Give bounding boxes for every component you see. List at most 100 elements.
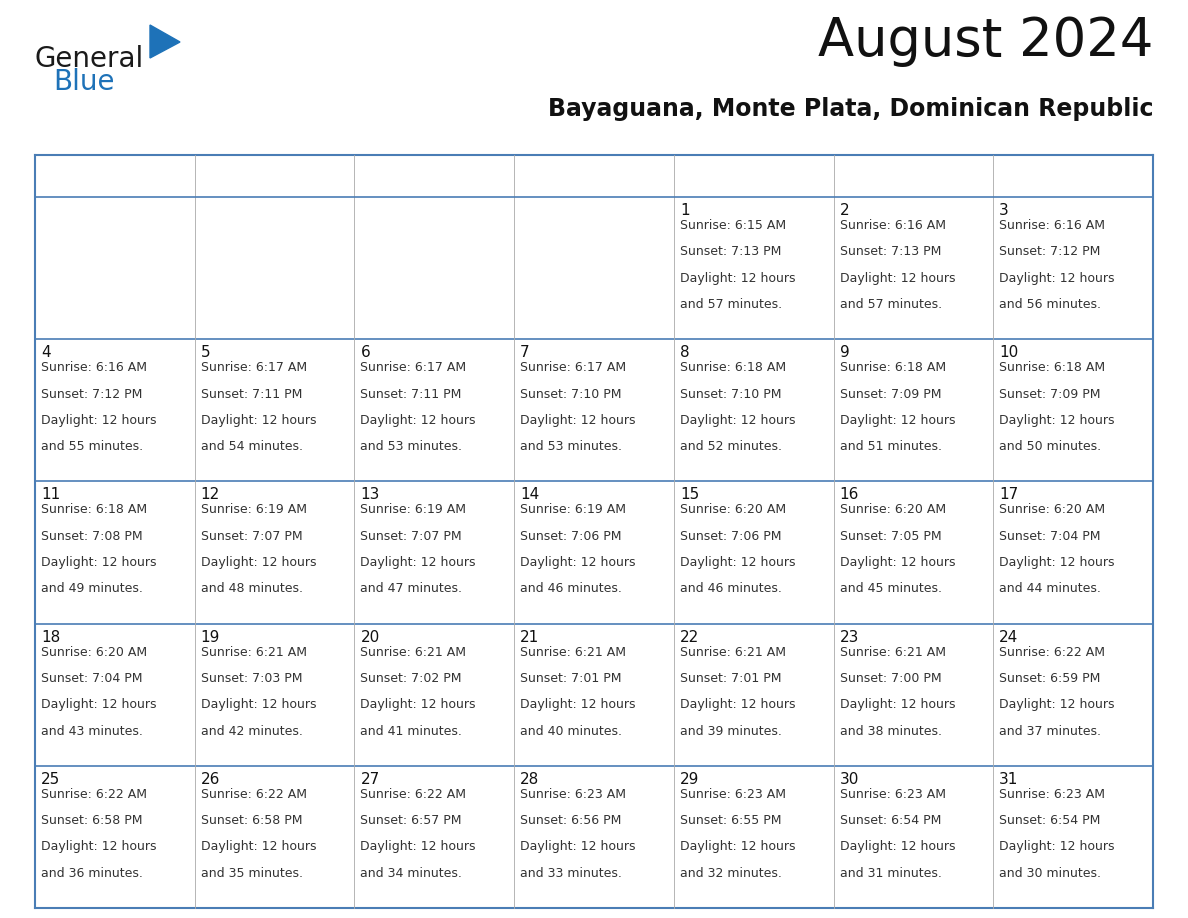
Text: Daylight: 12 hours: Daylight: 12 hours xyxy=(42,414,157,427)
Text: and 31 minutes.: and 31 minutes. xyxy=(840,867,941,879)
Text: 27: 27 xyxy=(360,772,380,787)
Text: Sunrise: 6:21 AM: Sunrise: 6:21 AM xyxy=(201,645,307,658)
Text: and 54 minutes.: and 54 minutes. xyxy=(201,440,303,453)
Text: 6: 6 xyxy=(360,345,371,360)
Text: and 57 minutes.: and 57 minutes. xyxy=(840,298,942,311)
Text: 25: 25 xyxy=(42,772,61,787)
Text: 31: 31 xyxy=(999,772,1018,787)
Text: 13: 13 xyxy=(360,487,380,502)
Text: Daylight: 12 hours: Daylight: 12 hours xyxy=(999,699,1114,711)
Text: 16: 16 xyxy=(840,487,859,502)
Text: Daylight: 12 hours: Daylight: 12 hours xyxy=(520,414,636,427)
Text: and 56 minutes.: and 56 minutes. xyxy=(999,298,1101,311)
Text: 26: 26 xyxy=(201,772,220,787)
Text: and 49 minutes.: and 49 minutes. xyxy=(42,582,143,595)
Text: Sunrise: 6:20 AM: Sunrise: 6:20 AM xyxy=(680,503,786,517)
Text: Sunrise: 6:22 AM: Sunrise: 6:22 AM xyxy=(42,788,147,800)
Text: Daylight: 12 hours: Daylight: 12 hours xyxy=(999,414,1114,427)
Text: and 35 minutes.: and 35 minutes. xyxy=(201,867,303,879)
Text: and 43 minutes.: and 43 minutes. xyxy=(42,724,143,737)
Text: Daylight: 12 hours: Daylight: 12 hours xyxy=(680,840,795,854)
Text: Daylight: 12 hours: Daylight: 12 hours xyxy=(840,840,955,854)
Text: and 50 minutes.: and 50 minutes. xyxy=(999,440,1101,453)
Text: Sunrise: 6:19 AM: Sunrise: 6:19 AM xyxy=(520,503,626,517)
Text: Sunrise: 6:17 AM: Sunrise: 6:17 AM xyxy=(520,361,626,375)
Text: Sunset: 6:59 PM: Sunset: 6:59 PM xyxy=(999,672,1100,685)
Text: Sunset: 6:54 PM: Sunset: 6:54 PM xyxy=(840,814,941,827)
Text: Daylight: 12 hours: Daylight: 12 hours xyxy=(999,556,1114,569)
Text: 18: 18 xyxy=(42,630,61,644)
Text: 24: 24 xyxy=(999,630,1018,644)
Text: Sunrise: 6:17 AM: Sunrise: 6:17 AM xyxy=(360,361,467,375)
Text: Wednesday: Wednesday xyxy=(523,167,638,185)
Text: Daylight: 12 hours: Daylight: 12 hours xyxy=(680,556,795,569)
Text: 3: 3 xyxy=(999,203,1009,218)
Text: Sunrise: 6:20 AM: Sunrise: 6:20 AM xyxy=(42,645,147,658)
Text: Sunrise: 6:21 AM: Sunrise: 6:21 AM xyxy=(360,645,467,658)
Text: 20: 20 xyxy=(360,630,380,644)
Text: Sunset: 7:05 PM: Sunset: 7:05 PM xyxy=(840,530,941,543)
Text: Sunrise: 6:18 AM: Sunrise: 6:18 AM xyxy=(680,361,786,375)
Text: 23: 23 xyxy=(840,630,859,644)
Text: Sunset: 7:12 PM: Sunset: 7:12 PM xyxy=(999,245,1100,258)
Text: Sunset: 7:04 PM: Sunset: 7:04 PM xyxy=(42,672,143,685)
Text: Daylight: 12 hours: Daylight: 12 hours xyxy=(999,840,1114,854)
Text: Sunrise: 6:16 AM: Sunrise: 6:16 AM xyxy=(999,219,1105,232)
Text: Sunset: 6:55 PM: Sunset: 6:55 PM xyxy=(680,814,782,827)
Text: Sunset: 7:11 PM: Sunset: 7:11 PM xyxy=(360,387,462,400)
Text: Sunset: 7:06 PM: Sunset: 7:06 PM xyxy=(520,530,621,543)
Text: 4: 4 xyxy=(42,345,51,360)
Text: Sunrise: 6:16 AM: Sunrise: 6:16 AM xyxy=(840,219,946,232)
Text: and 44 minutes.: and 44 minutes. xyxy=(999,582,1101,595)
Text: Sunrise: 6:20 AM: Sunrise: 6:20 AM xyxy=(999,503,1105,517)
Text: 28: 28 xyxy=(520,772,539,787)
Text: and 47 minutes.: and 47 minutes. xyxy=(360,582,462,595)
Text: 5: 5 xyxy=(201,345,210,360)
Text: Daylight: 12 hours: Daylight: 12 hours xyxy=(680,699,795,711)
Text: Sunset: 7:03 PM: Sunset: 7:03 PM xyxy=(201,672,302,685)
Text: Daylight: 12 hours: Daylight: 12 hours xyxy=(201,556,316,569)
Text: Sunrise: 6:17 AM: Sunrise: 6:17 AM xyxy=(201,361,307,375)
Text: Daylight: 12 hours: Daylight: 12 hours xyxy=(840,272,955,285)
Text: Blue: Blue xyxy=(53,68,114,96)
Text: Daylight: 12 hours: Daylight: 12 hours xyxy=(520,699,636,711)
Text: 17: 17 xyxy=(999,487,1018,502)
Text: Sunrise: 6:23 AM: Sunrise: 6:23 AM xyxy=(680,788,785,800)
Text: Sunrise: 6:19 AM: Sunrise: 6:19 AM xyxy=(360,503,467,517)
Text: and 40 minutes.: and 40 minutes. xyxy=(520,724,623,737)
Text: Sunset: 7:07 PM: Sunset: 7:07 PM xyxy=(360,530,462,543)
Text: 22: 22 xyxy=(680,630,699,644)
Text: Thursday: Thursday xyxy=(682,167,776,185)
Text: Daylight: 12 hours: Daylight: 12 hours xyxy=(360,556,476,569)
Text: Daylight: 12 hours: Daylight: 12 hours xyxy=(840,556,955,569)
Text: and 42 minutes.: and 42 minutes. xyxy=(201,724,303,737)
Text: Sunset: 7:07 PM: Sunset: 7:07 PM xyxy=(201,530,302,543)
Text: and 46 minutes.: and 46 minutes. xyxy=(520,582,623,595)
Text: 12: 12 xyxy=(201,487,220,502)
Text: Sunrise: 6:18 AM: Sunrise: 6:18 AM xyxy=(42,503,147,517)
Text: Sunset: 7:13 PM: Sunset: 7:13 PM xyxy=(840,245,941,258)
Text: 29: 29 xyxy=(680,772,700,787)
Text: Sunset: 7:04 PM: Sunset: 7:04 PM xyxy=(999,530,1101,543)
Text: Sunrise: 6:20 AM: Sunrise: 6:20 AM xyxy=(840,503,946,517)
Text: Sunset: 7:02 PM: Sunset: 7:02 PM xyxy=(360,672,462,685)
Text: and 38 minutes.: and 38 minutes. xyxy=(840,724,942,737)
Text: Sunrise: 6:23 AM: Sunrise: 6:23 AM xyxy=(520,788,626,800)
Text: Sunrise: 6:22 AM: Sunrise: 6:22 AM xyxy=(201,788,307,800)
Text: Daylight: 12 hours: Daylight: 12 hours xyxy=(520,840,636,854)
Text: Sunrise: 6:18 AM: Sunrise: 6:18 AM xyxy=(999,361,1105,375)
Text: Daylight: 12 hours: Daylight: 12 hours xyxy=(42,556,157,569)
Text: Daylight: 12 hours: Daylight: 12 hours xyxy=(201,840,316,854)
Text: August 2024: August 2024 xyxy=(817,15,1154,67)
Text: and 41 minutes.: and 41 minutes. xyxy=(360,724,462,737)
Text: Saturday: Saturday xyxy=(1001,167,1093,185)
Text: Sunset: 7:00 PM: Sunset: 7:00 PM xyxy=(840,672,941,685)
Text: and 45 minutes.: and 45 minutes. xyxy=(840,582,942,595)
Text: Daylight: 12 hours: Daylight: 12 hours xyxy=(42,699,157,711)
Text: Sunday: Sunday xyxy=(43,167,118,185)
Text: Daylight: 12 hours: Daylight: 12 hours xyxy=(520,556,636,569)
Text: 19: 19 xyxy=(201,630,220,644)
Text: and 33 minutes.: and 33 minutes. xyxy=(520,867,623,879)
Text: Sunset: 7:09 PM: Sunset: 7:09 PM xyxy=(999,387,1101,400)
Text: and 55 minutes.: and 55 minutes. xyxy=(42,440,143,453)
